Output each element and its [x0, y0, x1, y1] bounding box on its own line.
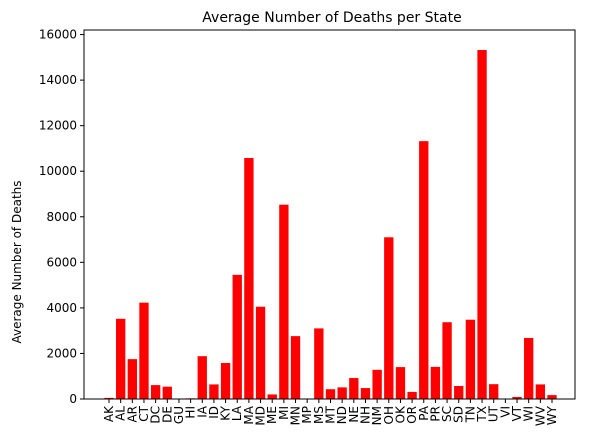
bar-wi: [524, 337, 534, 399]
x-tick-label: MS: [312, 406, 326, 424]
x-tick-label: VT: [510, 405, 524, 421]
y-axis-label: Average Number of Deaths: [10, 180, 24, 343]
x-tick-label: GU: [172, 406, 186, 424]
bar-ak: [104, 397, 114, 399]
x-tick-label: AL: [114, 406, 128, 421]
bar-vt: [512, 396, 522, 399]
x-tick-label: MI: [277, 406, 291, 420]
x-tick-label: AR: [125, 406, 139, 423]
bar-ok: [395, 367, 406, 399]
y-tick-label: 16000: [39, 28, 77, 42]
bar-sc: [442, 322, 452, 399]
x-tick-label: KY: [219, 405, 233, 420]
x-tick-label: AK: [102, 405, 116, 422]
y-tick-label: 4000: [46, 301, 77, 315]
x-tick-label: DC: [149, 406, 163, 424]
bar-ma: [244, 158, 254, 399]
x-tick-label: ND: [335, 406, 349, 424]
x-tick-label: TN: [463, 406, 477, 423]
bar-wy: [547, 395, 557, 399]
bar-ne: [349, 378, 359, 399]
x-tick-label: NM: [370, 406, 384, 425]
bar-nd: [337, 387, 347, 399]
x-tick-label: MT: [324, 405, 338, 423]
x-tick-label: NH: [358, 406, 372, 424]
bar-de: [162, 386, 172, 399]
x-tick-label: MD: [254, 406, 268, 426]
y-tick-label: 6000: [46, 255, 77, 269]
bar-me: [267, 394, 277, 399]
x-tick-label: CT: [137, 405, 151, 421]
x-tick-label: MP: [300, 406, 314, 424]
bar-ms: [314, 328, 324, 399]
bar-al: [115, 318, 126, 399]
plot-frame: [83, 29, 576, 400]
x-tick-label: OH: [382, 406, 396, 424]
x-tick-label: SC: [440, 406, 454, 422]
x-tick-label: WV: [533, 405, 547, 426]
bar-ar: [127, 359, 137, 399]
bar-nm: [372, 369, 382, 399]
bar-mi: [279, 204, 289, 399]
bars-group: [104, 50, 557, 399]
x-tick-label: MN: [289, 406, 303, 425]
bar-mt: [325, 389, 336, 399]
bar-pa: [419, 141, 429, 399]
x-tick-label: MA: [242, 405, 256, 424]
bar-ky: [220, 363, 231, 399]
bar-la: [232, 274, 242, 399]
x-tick-label: OR: [405, 406, 419, 424]
x-tick-label: SD: [452, 406, 466, 423]
x-tick-label: WY: [545, 405, 559, 425]
bar-mn: [290, 336, 301, 399]
bar-wv: [535, 384, 546, 399]
x-tick-label: ME: [265, 406, 279, 424]
x-tick-label: DE: [160, 406, 174, 423]
bar-id: [209, 384, 219, 399]
chart-title: Average Number of Deaths per State: [202, 10, 461, 26]
bar-tx: [477, 50, 487, 399]
x-ticks-group: AKALARCTDCDEGUHIIAIDKYLAMAMDMEMIMNMPMSMT…: [102, 399, 559, 426]
y-tick-label: 10000: [39, 164, 77, 178]
x-tick-label: UT: [487, 405, 501, 422]
bar-md: [255, 306, 266, 399]
y-tick-label: 12000: [39, 119, 77, 133]
bar-ct: [139, 302, 149, 399]
bar-ia: [197, 356, 207, 399]
x-tick-label: PA: [417, 405, 431, 420]
x-tick-label: PR: [428, 406, 442, 422]
x-tick-label: LA: [230, 405, 244, 421]
bar-nh: [360, 388, 371, 399]
y-tick-label: 8000: [46, 210, 77, 224]
bar-or: [407, 391, 417, 399]
bar-dc: [150, 385, 161, 399]
bar-sd: [454, 386, 464, 399]
x-tick-label: OK: [393, 405, 407, 423]
bar-oh: [384, 237, 394, 399]
x-tick-label: TX: [475, 406, 489, 423]
x-tick-label: IA: [195, 405, 209, 418]
y-ticks-group: 0 2000 4000 6000 8000 10000 12000 14000 16000: [39, 28, 84, 406]
x-tick-label: HI: [184, 406, 198, 419]
x-tick-label: WI: [522, 406, 536, 421]
bar-pr: [430, 366, 441, 399]
bar-tn: [465, 319, 476, 399]
y-tick-label: 14000: [39, 73, 77, 87]
x-tick-label: VI: [498, 406, 512, 418]
bar-ut: [489, 384, 499, 399]
x-tick-label: ID: [207, 406, 221, 419]
y-tick-label: 2000: [46, 346, 77, 360]
y-tick-label: 0: [69, 392, 77, 406]
x-tick-label: NE: [347, 406, 361, 423]
